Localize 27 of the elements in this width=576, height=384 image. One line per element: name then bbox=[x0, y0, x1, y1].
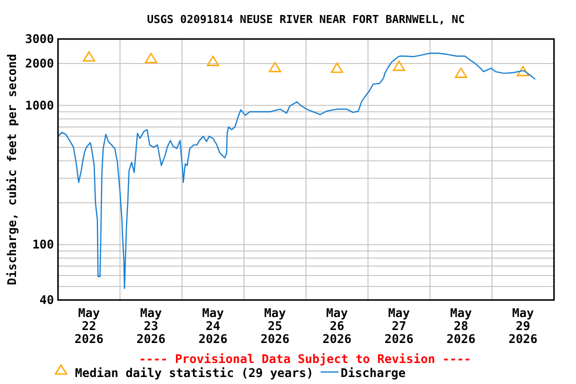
x-tick-label: May 23 2026 bbox=[136, 306, 166, 346]
legend-label: Median daily statistic (29 years) bbox=[75, 366, 314, 380]
point bbox=[516, 66, 530, 76]
text: ---- Provisional Data Subject to Revision ---- bbox=[138, 352, 472, 366]
point bbox=[330, 62, 344, 73]
line-series bbox=[57, 52, 536, 289]
point bbox=[268, 62, 282, 72]
y-tick-label: 100 bbox=[32, 238, 54, 252]
y-tick-label: 40 bbox=[40, 293, 54, 307]
x-tick-label: May 26 2026 bbox=[322, 306, 352, 346]
y-tick-label: 1000 bbox=[25, 98, 54, 112]
point bbox=[82, 51, 96, 62]
x-tick-label: May 22 2026 bbox=[74, 306, 104, 346]
point bbox=[392, 60, 406, 71]
y-axis-title: Discharge, cubic feet per second bbox=[5, 54, 19, 286]
x-tick-label: May 28 2026 bbox=[446, 306, 476, 346]
point bbox=[206, 56, 220, 66]
point bbox=[144, 52, 158, 64]
x-tick-label: May 25 2026 bbox=[260, 306, 290, 346]
x-tick-label: May 29 2026 bbox=[508, 306, 538, 346]
y-tick-label: 2000 bbox=[25, 56, 54, 71]
chart-title: USGS 02091814 NEUSE RIVER NEAR FORT BARNWELL, NC bbox=[147, 13, 465, 26]
legend-label: Discharge bbox=[340, 366, 406, 380]
x-tick-label: May 27 2026 bbox=[384, 306, 414, 346]
x-tick-label: May 24 2026 bbox=[198, 306, 228, 346]
y-tick-label: 3000 bbox=[25, 32, 54, 46]
point bbox=[454, 68, 468, 78]
